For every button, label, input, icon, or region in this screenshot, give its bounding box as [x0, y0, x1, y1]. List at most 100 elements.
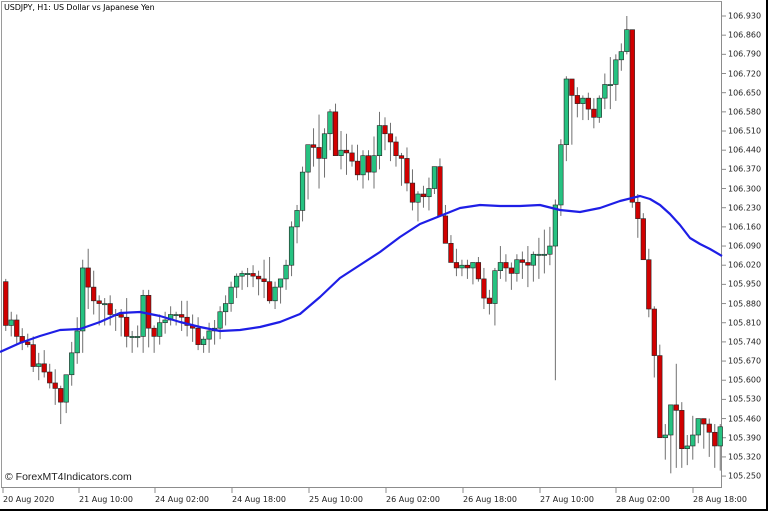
candle[interactable]: [525, 246, 531, 288]
candle[interactable]: [717, 424, 723, 471]
plot-area[interactable]: [1, 1, 722, 488]
candle[interactable]: [409, 169, 416, 211]
candle[interactable]: [668, 404, 674, 474]
candle[interactable]: [283, 259, 289, 290]
candle[interactable]: [250, 265, 256, 288]
candle[interactable]: [195, 317, 201, 351]
candle[interactable]: [371, 136, 377, 189]
candle[interactable]: [212, 319, 218, 345]
candle[interactable]: [486, 289, 493, 315]
candle[interactable]: [338, 131, 344, 170]
candle[interactable]: [63, 374, 69, 414]
candle[interactable]: [140, 289, 146, 353]
candle[interactable]: [129, 330, 135, 353]
candle[interactable]: [514, 254, 520, 282]
candle[interactable]: [657, 344, 663, 439]
candle[interactable]: [552, 199, 558, 381]
candle[interactable]: [442, 204, 449, 244]
candle[interactable]: [629, 29, 635, 208]
candle[interactable]: [8, 311, 14, 337]
candle[interactable]: [673, 363, 679, 468]
candle[interactable]: [85, 248, 91, 310]
candle[interactable]: [376, 111, 383, 170]
candle[interactable]: [80, 259, 86, 353]
candle[interactable]: [354, 144, 361, 181]
candle[interactable]: [69, 341, 75, 386]
candle[interactable]: [272, 281, 278, 310]
candle[interactable]: [387, 122, 394, 162]
candle[interactable]: [365, 150, 372, 181]
candle[interactable]: [574, 87, 580, 118]
candle[interactable]: [91, 270, 97, 315]
candle[interactable]: [558, 139, 564, 216]
candle[interactable]: [343, 133, 350, 175]
candle[interactable]: [146, 289, 152, 348]
candle[interactable]: [52, 369, 58, 405]
candle[interactable]: [712, 424, 718, 468]
candle[interactable]: [497, 246, 504, 279]
candle[interactable]: [607, 57, 613, 110]
candle[interactable]: [190, 314, 196, 342]
candle[interactable]: [327, 109, 333, 151]
candle[interactable]: [613, 54, 619, 101]
candle[interactable]: [481, 267, 487, 310]
candle[interactable]: [277, 278, 284, 304]
candle[interactable]: [453, 248, 460, 277]
candle[interactable]: [151, 325, 157, 353]
candle[interactable]: [239, 270, 245, 290]
candle[interactable]: [113, 309, 119, 331]
candle[interactable]: [201, 336, 207, 353]
candle[interactable]: [288, 221, 295, 277]
candle[interactable]: [228, 281, 234, 312]
candle[interactable]: [541, 229, 547, 274]
candle[interactable]: [96, 295, 102, 326]
candle[interactable]: [679, 402, 685, 468]
candle[interactable]: [624, 16, 630, 55]
candle[interactable]: [294, 204, 300, 244]
candle[interactable]: [179, 300, 185, 331]
candle[interactable]: [19, 328, 25, 351]
candle[interactable]: [415, 191, 421, 222]
candle[interactable]: [569, 78, 575, 145]
candle[interactable]: [184, 300, 190, 337]
candle[interactable]: [695, 418, 701, 444]
candle[interactable]: [233, 273, 240, 299]
candle[interactable]: [508, 262, 514, 290]
candle[interactable]: [310, 128, 317, 167]
candle[interactable]: [530, 251, 536, 282]
candle[interactable]: [536, 237, 542, 279]
candle[interactable]: [662, 424, 668, 460]
candle[interactable]: [651, 306, 657, 378]
candle[interactable]: [448, 235, 454, 263]
candle[interactable]: [382, 117, 388, 151]
candle[interactable]: [426, 177, 432, 211]
candle[interactable]: [321, 128, 328, 178]
candle[interactable]: [266, 256, 273, 304]
candle[interactable]: [684, 435, 690, 466]
candle[interactable]: [3, 278, 9, 331]
candle[interactable]: [124, 298, 130, 348]
candle[interactable]: [431, 166, 438, 195]
candle[interactable]: [591, 98, 597, 129]
candle[interactable]: [646, 248, 652, 318]
candle[interactable]: [398, 152, 405, 186]
candle[interactable]: [47, 363, 53, 389]
candle[interactable]: [519, 251, 525, 279]
candle[interactable]: [360, 150, 366, 189]
candle[interactable]: [459, 259, 465, 277]
candle[interactable]: [640, 213, 646, 261]
candle[interactable]: [701, 418, 707, 449]
candle[interactable]: [299, 166, 306, 222]
candle[interactable]: [596, 95, 602, 123]
candle[interactable]: [690, 415, 696, 460]
candle[interactable]: [157, 314, 163, 345]
candle[interactable]: [162, 311, 168, 334]
candle[interactable]: [107, 295, 113, 326]
candle[interactable]: [404, 147, 410, 192]
candle[interactable]: [503, 254, 509, 282]
candle[interactable]: [316, 114, 322, 189]
candle[interactable]: [547, 226, 553, 266]
candle[interactable]: [349, 144, 355, 167]
candle[interactable]: [706, 418, 712, 457]
